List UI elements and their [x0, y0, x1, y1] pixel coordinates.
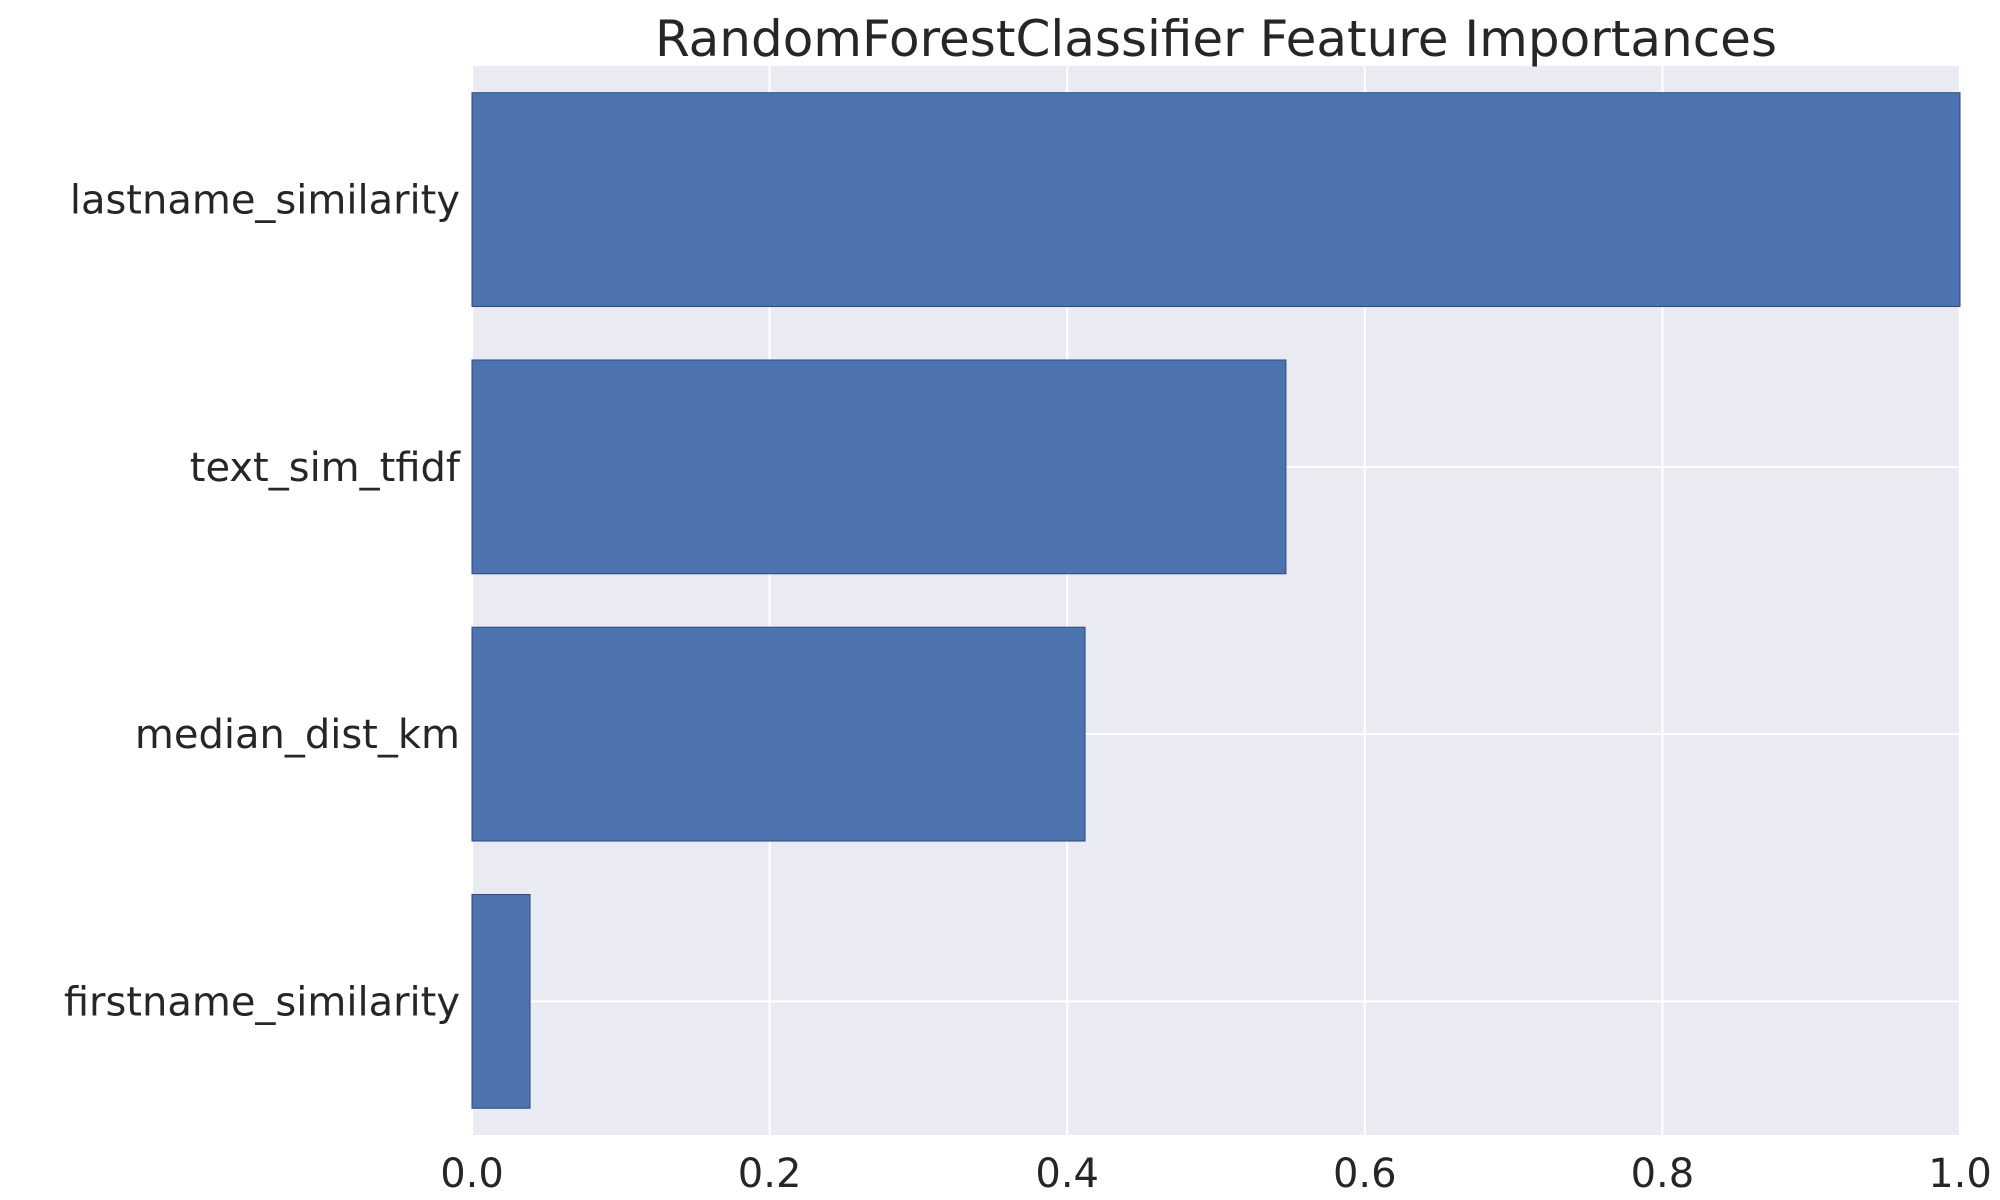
x-tick-labels: 0.0 0.2 0.4 0.6 0.8 1.0 — [440, 1151, 1992, 1197]
y-tick-label: firstname_similarity — [64, 979, 460, 1025]
y-tick-label: text_sim_tfidf — [190, 445, 461, 491]
bar-lastname-similarity — [471, 92, 1961, 308]
y-tick-labels: lastname_similarity text_sim_tfidf median_… — [64, 178, 461, 1026]
x-tick-label: 0.8 — [1631, 1151, 1695, 1197]
bar-text-sim-tfidf — [471, 359, 1287, 575]
x-tick-label: 0.2 — [738, 1151, 802, 1197]
bar-firstname-similarity — [471, 893, 531, 1109]
bars — [471, 92, 1961, 1109]
y-tick-label: median_dist_km — [135, 712, 460, 758]
x-tick-label: 0.0 — [440, 1151, 504, 1197]
chart-title: RandomForestClassifier Feature Importanc… — [655, 10, 1777, 68]
x-tick-label: 0.6 — [1333, 1151, 1397, 1197]
x-tick-label: 1.0 — [1928, 1151, 1992, 1197]
y-tick-label: lastname_similarity — [70, 178, 460, 224]
bar-median-dist-km — [471, 626, 1086, 842]
x-tick-label: 0.4 — [1035, 1151, 1099, 1197]
